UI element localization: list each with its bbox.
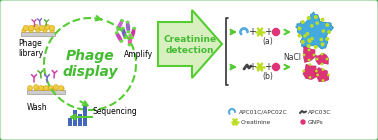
Ellipse shape (115, 31, 123, 43)
Polygon shape (158, 10, 222, 78)
Text: (a): (a) (263, 37, 273, 46)
Circle shape (59, 86, 64, 90)
Bar (73, 110, 77, 126)
Circle shape (60, 86, 64, 91)
Circle shape (47, 86, 51, 91)
Text: APC01C/APC02C: APC01C/APC02C (239, 109, 288, 115)
Circle shape (271, 62, 280, 72)
Text: GNPs: GNPs (308, 120, 324, 124)
Circle shape (28, 86, 33, 90)
Text: Creatinine
detection: Creatinine detection (163, 35, 217, 55)
Circle shape (322, 79, 324, 82)
Circle shape (325, 58, 328, 60)
Circle shape (322, 68, 324, 71)
Text: +: + (248, 62, 256, 72)
Circle shape (234, 121, 237, 123)
Ellipse shape (121, 27, 125, 30)
Circle shape (22, 28, 26, 33)
Circle shape (316, 74, 319, 76)
Circle shape (259, 66, 262, 68)
Circle shape (303, 54, 305, 56)
Circle shape (33, 24, 39, 30)
Text: Wash: Wash (27, 103, 47, 112)
Ellipse shape (116, 28, 120, 31)
Circle shape (53, 86, 58, 91)
Circle shape (315, 21, 319, 25)
Circle shape (34, 85, 39, 89)
Ellipse shape (125, 21, 130, 24)
Ellipse shape (130, 27, 136, 39)
Ellipse shape (127, 43, 132, 46)
Circle shape (306, 32, 309, 36)
Ellipse shape (126, 21, 130, 33)
Circle shape (321, 53, 324, 55)
Ellipse shape (121, 27, 127, 39)
Circle shape (310, 37, 314, 40)
Circle shape (44, 24, 50, 30)
Polygon shape (303, 46, 317, 62)
Ellipse shape (119, 40, 123, 43)
Ellipse shape (123, 36, 127, 39)
Bar (78, 114, 82, 126)
Text: +: + (264, 62, 272, 72)
Circle shape (308, 63, 311, 66)
Polygon shape (316, 53, 329, 65)
Circle shape (313, 54, 315, 56)
Ellipse shape (132, 27, 136, 30)
Circle shape (29, 28, 33, 33)
Circle shape (297, 26, 301, 30)
Bar (68, 118, 72, 126)
Ellipse shape (126, 30, 130, 33)
Ellipse shape (130, 36, 134, 39)
Ellipse shape (120, 19, 124, 22)
Circle shape (43, 28, 47, 33)
Circle shape (28, 25, 34, 31)
Circle shape (314, 45, 318, 49)
Circle shape (40, 86, 45, 91)
Circle shape (301, 40, 305, 44)
Circle shape (307, 38, 311, 42)
Circle shape (325, 37, 329, 41)
Polygon shape (296, 12, 333, 49)
Ellipse shape (116, 19, 124, 31)
Circle shape (54, 85, 59, 89)
Circle shape (321, 18, 325, 22)
Circle shape (308, 49, 310, 51)
Text: Amplify: Amplify (124, 50, 153, 59)
Circle shape (308, 40, 311, 43)
Text: (b): (b) (263, 72, 273, 80)
Circle shape (327, 30, 331, 34)
Circle shape (307, 16, 311, 20)
Circle shape (310, 24, 314, 28)
Text: Phage
display: Phage display (62, 49, 118, 79)
Circle shape (325, 23, 329, 27)
Ellipse shape (115, 31, 118, 34)
Text: +: + (248, 27, 256, 37)
Bar (83, 106, 87, 126)
Circle shape (49, 25, 55, 31)
Circle shape (316, 58, 318, 60)
Circle shape (23, 25, 29, 31)
Polygon shape (314, 68, 329, 82)
Ellipse shape (128, 33, 132, 46)
Bar (27, 90, 65, 94)
Circle shape (36, 28, 40, 33)
Text: Phage
library: Phage library (18, 39, 43, 58)
Circle shape (300, 119, 306, 125)
Circle shape (39, 25, 45, 31)
Circle shape (301, 20, 305, 24)
Text: Sequencing: Sequencing (93, 108, 137, 116)
Circle shape (28, 86, 32, 91)
Circle shape (34, 86, 39, 91)
Bar (21, 32, 55, 36)
Circle shape (259, 31, 262, 33)
Circle shape (321, 42, 325, 46)
Text: NaCl: NaCl (283, 52, 301, 61)
Circle shape (307, 44, 311, 48)
Circle shape (39, 86, 43, 90)
Circle shape (271, 27, 280, 37)
Circle shape (321, 63, 324, 65)
Circle shape (48, 86, 54, 90)
Text: +: + (264, 27, 272, 37)
